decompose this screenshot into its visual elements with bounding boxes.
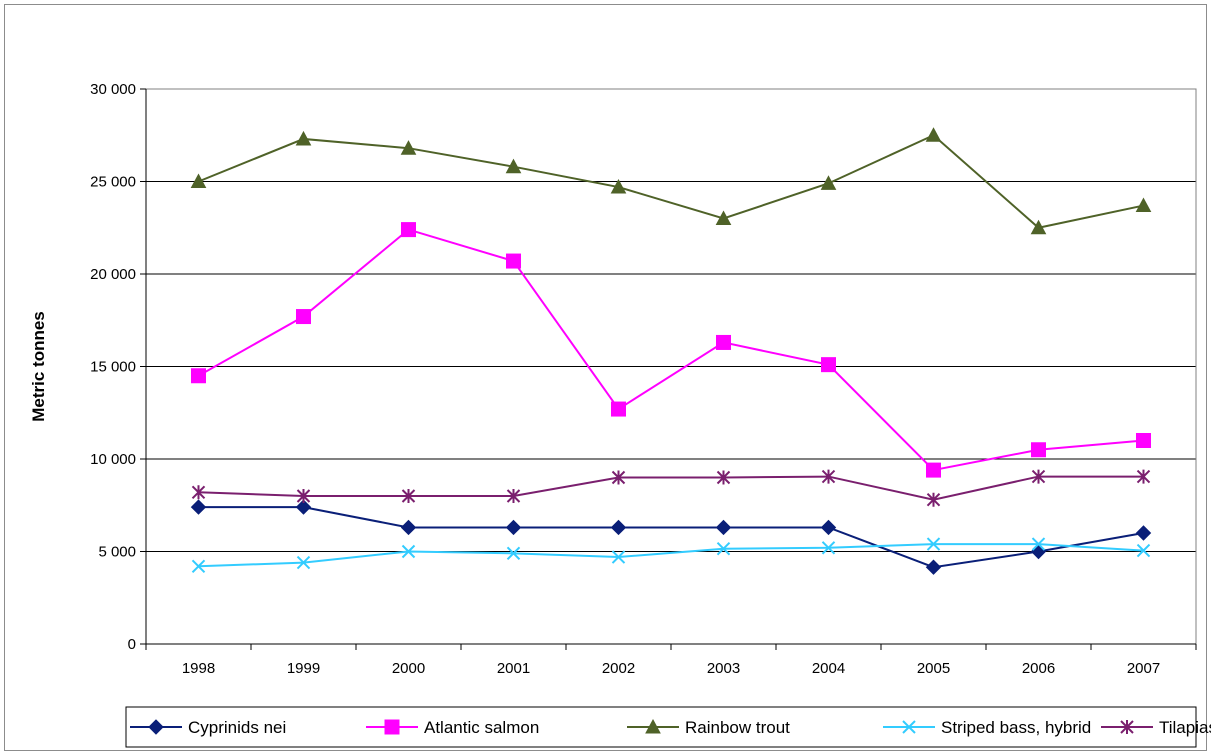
data-point (821, 541, 836, 555)
data-point (716, 470, 731, 485)
legend-label: Cyprinids nei (188, 718, 286, 737)
data-point (190, 173, 207, 188)
data-point (1031, 537, 1046, 551)
data-point (611, 470, 626, 485)
data-point (821, 469, 836, 484)
x-tick-label: 2006 (1022, 660, 1055, 677)
data-point (400, 140, 417, 155)
legend-item-atlantic-salmon: Atlantic salmon (366, 718, 539, 737)
y-axis-label: Metric tonnes (29, 311, 48, 422)
legend-label: Striped bass, hybrid (941, 718, 1091, 737)
legend-item-striped-bass-hybrid: Striped bass, hybrid (883, 718, 1091, 737)
data-point (820, 175, 837, 190)
x-tick-label: 1998 (182, 660, 215, 677)
x-tick-label: 2004 (812, 660, 845, 677)
x-tick-label: 2005 (917, 660, 950, 677)
legend-label: Tilapias nei (1159, 718, 1211, 737)
series-line (198, 506, 1144, 569)
legend-marker (384, 719, 400, 735)
legend-item-tilapias-nei: Tilapias nei (1101, 718, 1211, 737)
data-point (506, 489, 521, 503)
legend-item-rainbow-trout: Rainbow trout (627, 718, 790, 737)
data-point (400, 519, 417, 536)
data-point (610, 178, 627, 194)
series-striped-bass-hybrid (191, 537, 1151, 574)
series-cyprinids-nei (190, 499, 1152, 575)
x-tick-label: 2003 (707, 660, 740, 677)
y-axis-ticks: 0 5 000 10 000 15 000 20 000 25 000 30 000 (90, 81, 146, 653)
legend-marker (1120, 720, 1134, 734)
data-point (925, 559, 942, 575)
data-point (715, 519, 732, 536)
y-tick-label: 10 000 (90, 451, 136, 468)
data-point (611, 550, 626, 564)
data-point (505, 158, 522, 174)
series-line (198, 475, 1144, 501)
data-point (191, 485, 206, 500)
data-point (296, 489, 311, 503)
data-point (926, 537, 941, 551)
data-point (610, 519, 627, 536)
x-axis-ticks: 1998 1999 2000 2001 2002 2003 2004 2005 2006 2007 (145, 644, 1197, 677)
series-line (198, 543, 1144, 568)
legend-item-cyprinids-nei: Cyprinids nei (130, 718, 286, 737)
y-tick-label: 20 000 (90, 266, 136, 283)
series-rainbow-trout (190, 127, 1152, 235)
data-point (821, 357, 836, 373)
data-point (506, 253, 521, 269)
x-tick-label: 1999 (287, 660, 320, 677)
x-tick-label: 2007 (1127, 660, 1160, 677)
legend-label: Atlantic salmon (424, 718, 539, 737)
y-tick-label: 25 000 (90, 174, 136, 191)
y-tick-label: 30 000 (90, 81, 136, 98)
data-point (1031, 469, 1046, 484)
data-point (191, 368, 206, 384)
data-point (716, 334, 731, 350)
x-tick-label: 2001 (497, 660, 530, 677)
data-point (401, 544, 416, 559)
series-line (198, 228, 1144, 472)
data-point (1136, 469, 1151, 484)
x-tick-label: 2002 (602, 660, 635, 677)
data-point (295, 130, 312, 146)
legend-marker (645, 718, 661, 734)
legend: Cyprinids nei Atlantic salmon Rainbow trou… (125, 706, 1211, 748)
data-point (296, 309, 311, 325)
data-point (611, 401, 626, 417)
legend-marker (148, 719, 164, 735)
data-point (820, 519, 837, 536)
legend-label: Rainbow trout (685, 718, 790, 737)
data-point (1136, 433, 1151, 448)
data-point (506, 546, 521, 561)
x-tick-label: 2000 (392, 660, 425, 677)
data-point (1136, 543, 1151, 558)
data-point (1031, 442, 1046, 458)
data-point (1030, 219, 1047, 235)
data-point (190, 499, 207, 515)
legend-marker (902, 720, 916, 734)
data-point (1135, 197, 1152, 213)
data-point (296, 555, 311, 570)
legend-box (125, 706, 1197, 748)
series-tilapias-nei (191, 469, 1151, 507)
y-tick-label: 0 (128, 636, 136, 653)
data-point (926, 462, 941, 478)
data-point (191, 559, 206, 574)
data-point (401, 222, 416, 238)
y-tick-label: 15 000 (90, 359, 136, 376)
series-atlantic-salmon (191, 222, 1151, 478)
series-group (190, 127, 1152, 575)
data-point (1135, 525, 1152, 541)
data-point (716, 542, 731, 556)
series-line (198, 134, 1144, 229)
data-point (715, 210, 732, 225)
data-point (505, 519, 522, 536)
data-point (1030, 543, 1047, 560)
data-point (295, 499, 312, 515)
data-point (926, 492, 941, 507)
data-point (401, 489, 416, 503)
y-tick-label: 5 000 (98, 544, 136, 561)
data-point (925, 127, 942, 142)
